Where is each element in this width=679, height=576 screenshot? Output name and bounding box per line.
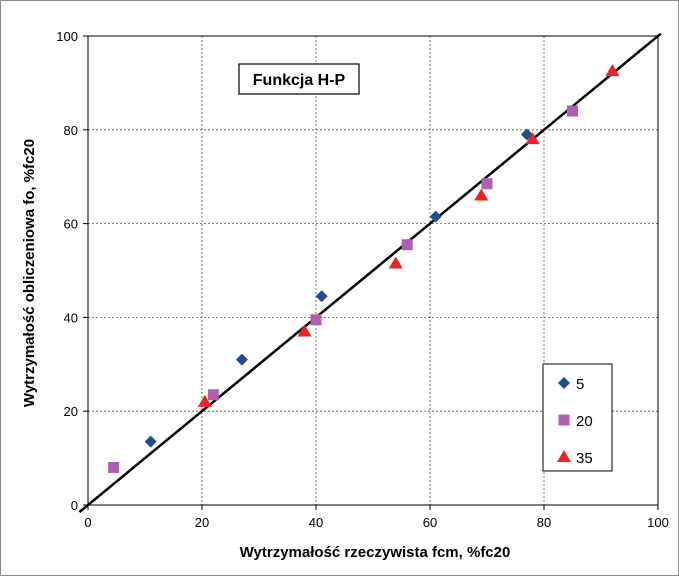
data-point-series-20 — [567, 105, 578, 117]
chart-title: Funkcja H-P — [253, 72, 346, 89]
x-tick-label: 0 — [84, 515, 91, 530]
reference-line — [78, 32, 662, 514]
x-tick-label: 80 — [537, 515, 551, 530]
data-point-series-5 — [235, 353, 248, 366]
y-tick-label: 60 — [64, 217, 78, 232]
legend-label: 35 — [576, 450, 593, 467]
legend-label: 20 — [576, 413, 593, 430]
legend-marker-20 — [558, 414, 570, 426]
y-tick-label: 0 — [71, 498, 78, 513]
legend-label: 5 — [576, 376, 584, 393]
axis-ticks: 0 20 40 60 80 100 0 20 40 60 80 100 — [56, 29, 669, 530]
data-point-series-35 — [525, 132, 540, 145]
data-point-series-20 — [108, 461, 120, 473]
y-tick-label: 40 — [64, 310, 78, 325]
x-tick-label: 40 — [309, 515, 323, 530]
legend-marker-5 — [558, 377, 570, 389]
legend: 5 20 35 — [542, 363, 613, 472]
x-tick-label: 20 — [195, 515, 209, 530]
data-point-series-5 — [429, 210, 442, 223]
data-point-series-35 — [297, 324, 312, 337]
data-points — [108, 64, 620, 473]
grid-lines — [88, 36, 658, 505]
data-point-series-20 — [207, 389, 219, 401]
chart-title-box: Funkcja H-P — [238, 63, 360, 95]
y-tick-label: 100 — [56, 29, 78, 44]
plot-area-border — [87, 35, 659, 506]
legend-marker-35 — [557, 450, 571, 462]
data-point-series-20 — [310, 314, 322, 326]
data-point-series-35 — [474, 188, 489, 201]
y-tick-label: 20 — [64, 404, 78, 419]
y-axis-title: Wytrzymałość obliczeniowa fo, %fc20 — [21, 139, 38, 407]
x-tick-label: 60 — [423, 515, 437, 530]
x-tick-label: 100 — [647, 515, 669, 530]
data-point-series-35 — [197, 394, 212, 407]
data-point-series-20 — [481, 178, 493, 190]
y-tick-label: 80 — [64, 123, 78, 138]
data-point-series-20 — [401, 239, 413, 251]
data-point-series-35 — [388, 256, 403, 269]
data-point-series-35 — [605, 64, 620, 77]
data-point-series-5 — [315, 290, 328, 303]
data-point-series-5 — [144, 435, 157, 448]
x-axis-title: Wytrzymałość rzeczywista fcm, %fc20 — [240, 544, 511, 561]
